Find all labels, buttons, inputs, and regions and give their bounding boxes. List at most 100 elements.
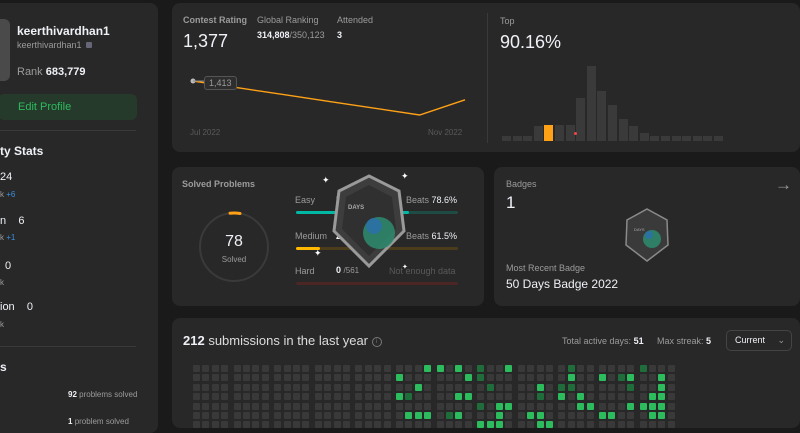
calendar-day[interactable] [667,393,675,401]
calendar-day[interactable] [455,374,463,382]
calendar-day[interactable] [639,365,647,372]
info-icon[interactable]: i [371,336,382,347]
calendar-day[interactable] [302,374,310,382]
calendar-day[interactable] [355,421,363,429]
calendar-day[interactable] [252,365,260,372]
calendar-day[interactable] [658,374,666,382]
year-select[interactable]: Current ⌄ [726,330,792,351]
calendar-day[interactable] [424,412,432,419]
calendar-day[interactable] [383,383,391,391]
calendar-day[interactable] [274,412,282,419]
calendar-day[interactable] [414,421,422,429]
calendar-day[interactable] [477,374,485,382]
calendar-day[interactable] [658,393,666,401]
calendar-day[interactable] [193,393,200,401]
calendar-day[interactable] [355,402,363,410]
calendar-day[interactable] [527,383,535,391]
calendar-day[interactable] [536,374,544,382]
calendar-day[interactable] [446,383,453,391]
calendar-day[interactable] [383,374,391,382]
calendar-day[interactable] [567,393,575,401]
calendar-day[interactable] [314,393,322,401]
calendar-day[interactable] [617,383,625,391]
calendar-day[interactable] [546,402,553,410]
calendar-day[interactable] [486,402,494,410]
calendar-day[interactable] [496,402,503,410]
calendar-day[interactable] [608,412,616,419]
calendar-day[interactable] [252,374,260,382]
calendar-day[interactable] [383,365,391,372]
calendar-day[interactable] [193,383,200,391]
calendar-day[interactable] [627,412,635,419]
calendar-day[interactable] [221,402,229,410]
calendar-day[interactable] [536,393,544,401]
calendar-day[interactable] [274,383,282,391]
calendar-day[interactable] [424,383,432,391]
calendar-day[interactable] [639,383,647,391]
calendar-day[interactable] [202,383,210,391]
calendar-day[interactable] [364,421,372,429]
calendar-day[interactable] [567,412,575,419]
calendar-day[interactable] [302,402,310,410]
calendar-day[interactable] [667,374,675,382]
calendar-day[interactable] [396,412,403,419]
calendar-day[interactable] [324,402,332,410]
calendar-day[interactable] [577,374,585,382]
calendar-day[interactable] [455,412,463,419]
calendar-day[interactable] [546,412,553,419]
calendar-day[interactable] [343,412,350,419]
calendar-day[interactable] [314,383,322,391]
calendar-day[interactable] [436,383,444,391]
calendar-day[interactable] [517,365,525,372]
calendar-day[interactable] [599,402,606,410]
calendar-day[interactable] [355,374,363,382]
calendar-day[interactable] [505,365,513,372]
calendar-day[interactable] [202,393,210,401]
calendar-day[interactable] [221,412,229,419]
calendar-day[interactable] [364,393,372,401]
calendar-day[interactable] [374,402,382,410]
calendar-day[interactable] [446,402,453,410]
calendar-day[interactable] [567,383,575,391]
calendar-day[interactable] [374,374,382,382]
calendar-day[interactable] [477,421,485,429]
calendar-day[interactable] [261,393,269,401]
calendar-day[interactable] [383,393,391,401]
calendar-day[interactable] [496,365,503,372]
calendar-day[interactable] [302,421,310,429]
calendar-day[interactable] [243,402,250,410]
calendar-day[interactable] [649,365,656,372]
calendar-day[interactable] [364,383,372,391]
calendar-day[interactable] [505,412,513,419]
calendar-day[interactable] [486,412,494,419]
calendar-day[interactable] [649,412,656,419]
calendar-day[interactable] [202,374,210,382]
calendar-day[interactable] [567,421,575,429]
calendar-day[interactable] [608,383,616,391]
calendar-day[interactable] [233,383,241,391]
calendar-day[interactable] [333,383,341,391]
calendar-day[interactable] [558,421,566,429]
calendar-day[interactable] [599,421,606,429]
calendar-day[interactable] [586,383,594,391]
calendar-day[interactable] [558,393,566,401]
calendar-day[interactable] [221,374,229,382]
calendar-day[interactable] [274,374,282,382]
calendar-day[interactable] [274,402,282,410]
calendar-day[interactable] [424,374,432,382]
calendar-day[interactable] [486,365,494,372]
calendar-day[interactable] [464,412,472,419]
calendar-day[interactable] [293,402,300,410]
arrow-right-icon[interactable]: → [775,175,792,194]
calendar-day[interactable] [527,412,535,419]
calendar-day[interactable] [355,393,363,401]
calendar-day[interactable] [558,383,566,391]
calendar-day[interactable] [193,374,200,382]
calendar-day[interactable] [333,421,341,429]
calendar-day[interactable] [302,393,310,401]
calendar-day[interactable] [193,402,200,410]
calendar-day[interactable] [221,365,229,372]
calendar-day[interactable] [446,393,453,401]
calendar-day[interactable] [639,412,647,419]
calendar-day[interactable] [383,421,391,429]
